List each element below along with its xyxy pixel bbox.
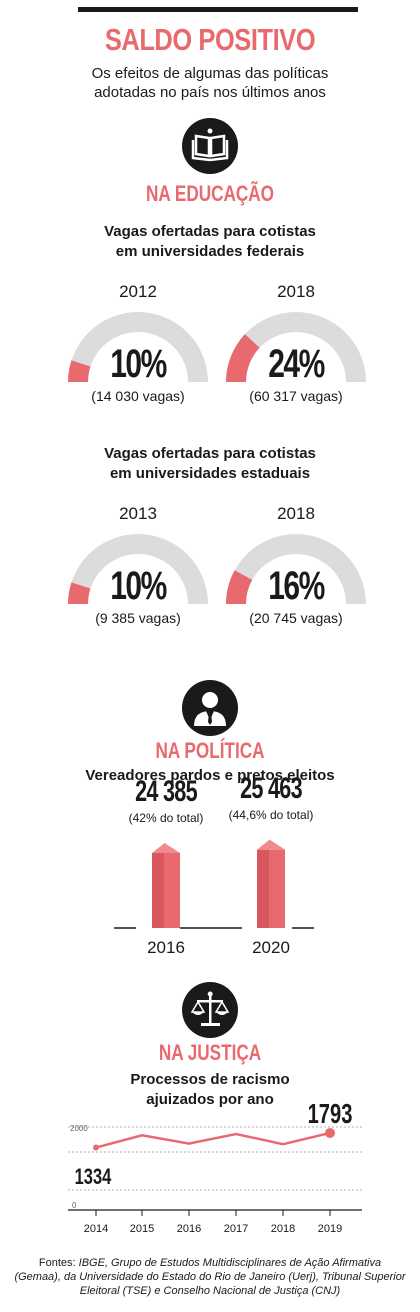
gauge-arc — [226, 312, 366, 382]
subtitle-line-2: adotadas no país nos últimos anos — [94, 84, 326, 101]
person-suit-icon — [182, 680, 238, 736]
bar-year-label: 2020 — [252, 938, 290, 957]
justice-chart-title: Processos de racismo ajuizados por ano — [60, 1070, 360, 1110]
x-tick-label: 2018 — [271, 1223, 295, 1235]
gauge-percent: 24% — [268, 342, 325, 386]
gauge-vagas: (60 317 vagas) — [249, 388, 343, 404]
bar-2016 — [152, 842, 180, 928]
gauge-year: 2018 — [277, 504, 315, 523]
book-icon — [182, 118, 238, 174]
gauge-track — [68, 312, 208, 382]
state-title: Vagas ofertadas para cotistas em univers… — [60, 444, 360, 484]
gauge-year: 2018 — [277, 282, 315, 301]
section-title-politics: NA POLÍTICA — [155, 738, 265, 763]
data-point — [93, 1144, 99, 1151]
gauge-arc — [68, 534, 208, 604]
gauge-percent: 10% — [110, 342, 167, 386]
gauge-track — [226, 312, 366, 382]
gauge-fill — [68, 360, 91, 382]
sources-line-2: (Gemaa), da Universidade do Estado do Ri… — [14, 1271, 406, 1283]
gauge-percent: 10% — [110, 564, 167, 608]
x-tick-label: 2014 — [84, 1223, 108, 1235]
sources-line-1: IBGE, Grupo de Estudos Multidisciplinare… — [78, 1257, 382, 1269]
x-tick-label: 2019 — [318, 1223, 342, 1235]
x-tick-label: 2015 — [130, 1223, 154, 1235]
bar-2020 — [257, 839, 285, 928]
subtitle-line-1: Os efeitos de algumas das políticas — [91, 65, 329, 82]
x-tick-label: 2017 — [224, 1223, 248, 1235]
top-rule — [78, 7, 358, 12]
federal-title: Vagas ofertadas para cotistas em univers… — [60, 222, 360, 262]
gauge-fill — [68, 582, 91, 604]
section-title-education: NA EDUCAÇÃO — [145, 181, 275, 206]
gauge-year: 2013 — [119, 504, 157, 523]
bar-note-label: (42% do total) — [128, 810, 204, 825]
gauge-year: 2012 — [119, 282, 157, 301]
sources-line-3: Eleitoral (TSE) e Conselho Nacional de J… — [79, 1285, 341, 1297]
federal-title-line-2: em universidades federais — [115, 243, 305, 260]
sources-footer: Fontes: IBGE, Grupo de Estudos Multidisc… — [10, 1256, 410, 1298]
state-title-line-2: em universidades estaduais — [109, 465, 311, 482]
gauge-vagas: (14 030 vagas) — [91, 388, 185, 404]
gauge-vagas: (9 385 vagas) — [95, 610, 181, 626]
gauge-track — [226, 534, 366, 604]
federal-title-line-1: Vagas ofertadas para cotistas — [104, 223, 316, 240]
gauge-arc — [68, 312, 208, 382]
series-line — [95, 1131, 331, 1149]
justice-line-chart: 2000 0 2014 2015 2016 2017 2018 2019 1334 1793 — [68, 1100, 362, 1235]
y-tick-label: 2000 — [70, 1124, 88, 1133]
data-point — [325, 1127, 335, 1138]
section-title-justice: NA JUSTIÇA — [158, 1040, 262, 1065]
gauge-arc — [226, 534, 366, 604]
politics-chart-title: Vereadores pardos e pretos eleitos — [85, 767, 335, 784]
justice-title-line-2: ajuizados por ano — [146, 1091, 274, 1108]
state-title-line-1: Vagas ofertadas para cotistas — [104, 445, 316, 462]
bar-year-label: 2016 — [147, 938, 185, 957]
bar-value-label: 25 463 — [240, 771, 302, 805]
first-value-label: 1334 — [75, 1165, 112, 1190]
page-title: SALDO POSITIVO — [104, 22, 316, 57]
gauge-fill — [226, 334, 260, 382]
justice-title-line-1: Processos de racismo — [130, 1071, 290, 1088]
last-value-label: 1793 — [308, 1100, 353, 1130]
bar-chart-svg — [114, 839, 314, 929]
sources-prefix: Fontes: — [38, 1257, 79, 1269]
gauge-vagas: (20 745 vagas) — [249, 610, 343, 626]
gauge-fill — [226, 570, 253, 604]
gauge-track — [68, 534, 208, 604]
bar-note-label: (44,6% do total) — [228, 807, 314, 822]
gauge-percent: 16% — [268, 564, 325, 608]
x-tick-label: 2016 — [177, 1223, 201, 1235]
scales-icon — [182, 982, 238, 1038]
bar-value-label: 24 385 — [135, 774, 197, 808]
page-subtitle: Os efeitos de algumas das políticas adot… — [60, 64, 360, 102]
y-tick-label: 0 — [72, 1201, 77, 1210]
